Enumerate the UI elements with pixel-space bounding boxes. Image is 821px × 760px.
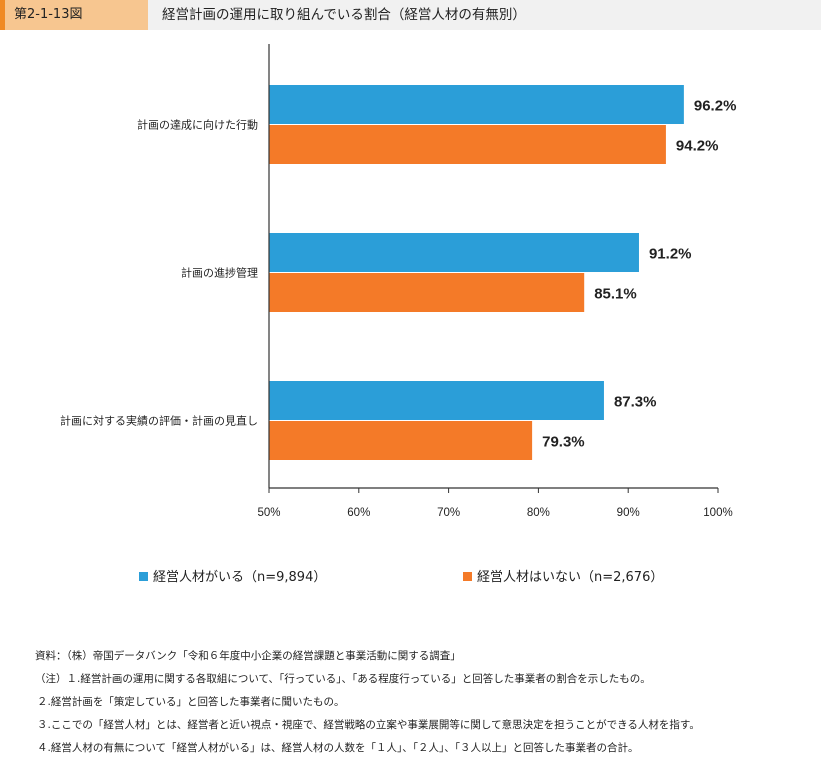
data-label-without-managers-1: 85.1% [594, 286, 637, 303]
category-label-1: 計画の進捗管理 [181, 266, 258, 280]
note-2: ２.経営計画を「策定している」と回答した事業者に聞いたもの。 [37, 696, 345, 708]
legend-label-with-managers: 経営人材がいる（n=9,894） [153, 570, 327, 585]
data-label-with-managers-2: 87.3% [614, 394, 657, 411]
data-label-with-managers-0: 96.2% [694, 98, 737, 115]
note-source: 資料：（株）帝国データバンク「令和６年度中小企業の経営課題と事業活動に関する調査… [35, 650, 461, 662]
category-label-0: 計画の達成に向けた行動 [137, 118, 258, 132]
bar-without-managers-1 [269, 273, 585, 312]
figure-number: 第2-1-13図 [14, 7, 83, 22]
figure-number-box: 第2-1-13図 [0, 0, 148, 30]
figure-header: 第2-1-13図 経営計画の運用に取り組んでいる割合（経営人材の有無別） [0, 0, 821, 30]
bar-chart: 96.2% 91.2% 87.3% 94.2% 85.1% 79.3% 計画の達成に向けた行… [60, 44, 737, 519]
legend-item-with-managers: 経営人材がいる（n=9,894） [139, 569, 326, 587]
bar-with-managers-1 [269, 233, 639, 272]
x-tick-label-4: 90% [617, 507, 640, 519]
legend-swatch-without-managers [463, 572, 472, 581]
figure-title: 経営計画の運用に取り組んでいる割合（経営人材の有無別） [162, 7, 526, 23]
data-label-without-managers-0: 94.2% [676, 138, 719, 155]
data-label-without-managers-2: 79.3% [542, 434, 585, 451]
bar-without-managers-2 [269, 421, 533, 460]
legend-swatch-with-managers [139, 572, 148, 581]
note-1: （注）１.経営計画の運用に関する各取組について、「行っている」、「ある程度行って… [35, 673, 651, 685]
data-label-with-managers-1: 91.2% [649, 246, 692, 263]
x-tick-label-0: 50% [257, 507, 280, 519]
bar-with-managers-2 [269, 381, 604, 420]
x-tick-label-2: 70% [437, 507, 460, 519]
x-tick-label-1: 60% [347, 507, 370, 519]
x-tick-label-5: 100% [703, 507, 732, 519]
note-3: ３.ここでの「経営人材」とは、経営者と近い視点・視座で、経営戦略の立案や事業展開… [37, 719, 700, 731]
bar-with-managers-0 [269, 85, 684, 124]
notes: 資料：（株）帝国データバンク「令和６年度中小企業の経営課題と事業活動に関する調査… [35, 645, 700, 760]
note-4: ４.経営人材の有無について「経営人材がいる」は、経営人材の人数を「１人」、「２人… [37, 742, 639, 754]
category-label-2: 計画に対する実績の評価・計画の見直し [60, 414, 258, 428]
legend-label-without-managers: 経営人材はいない（n=2,676） [477, 570, 664, 585]
bar-without-managers-0 [269, 125, 666, 164]
figure-number-accent [0, 0, 5, 30]
x-tick-label-3: 80% [527, 507, 550, 519]
legend-item-without-managers: 経営人材はいない（n=2,676） [463, 569, 663, 587]
